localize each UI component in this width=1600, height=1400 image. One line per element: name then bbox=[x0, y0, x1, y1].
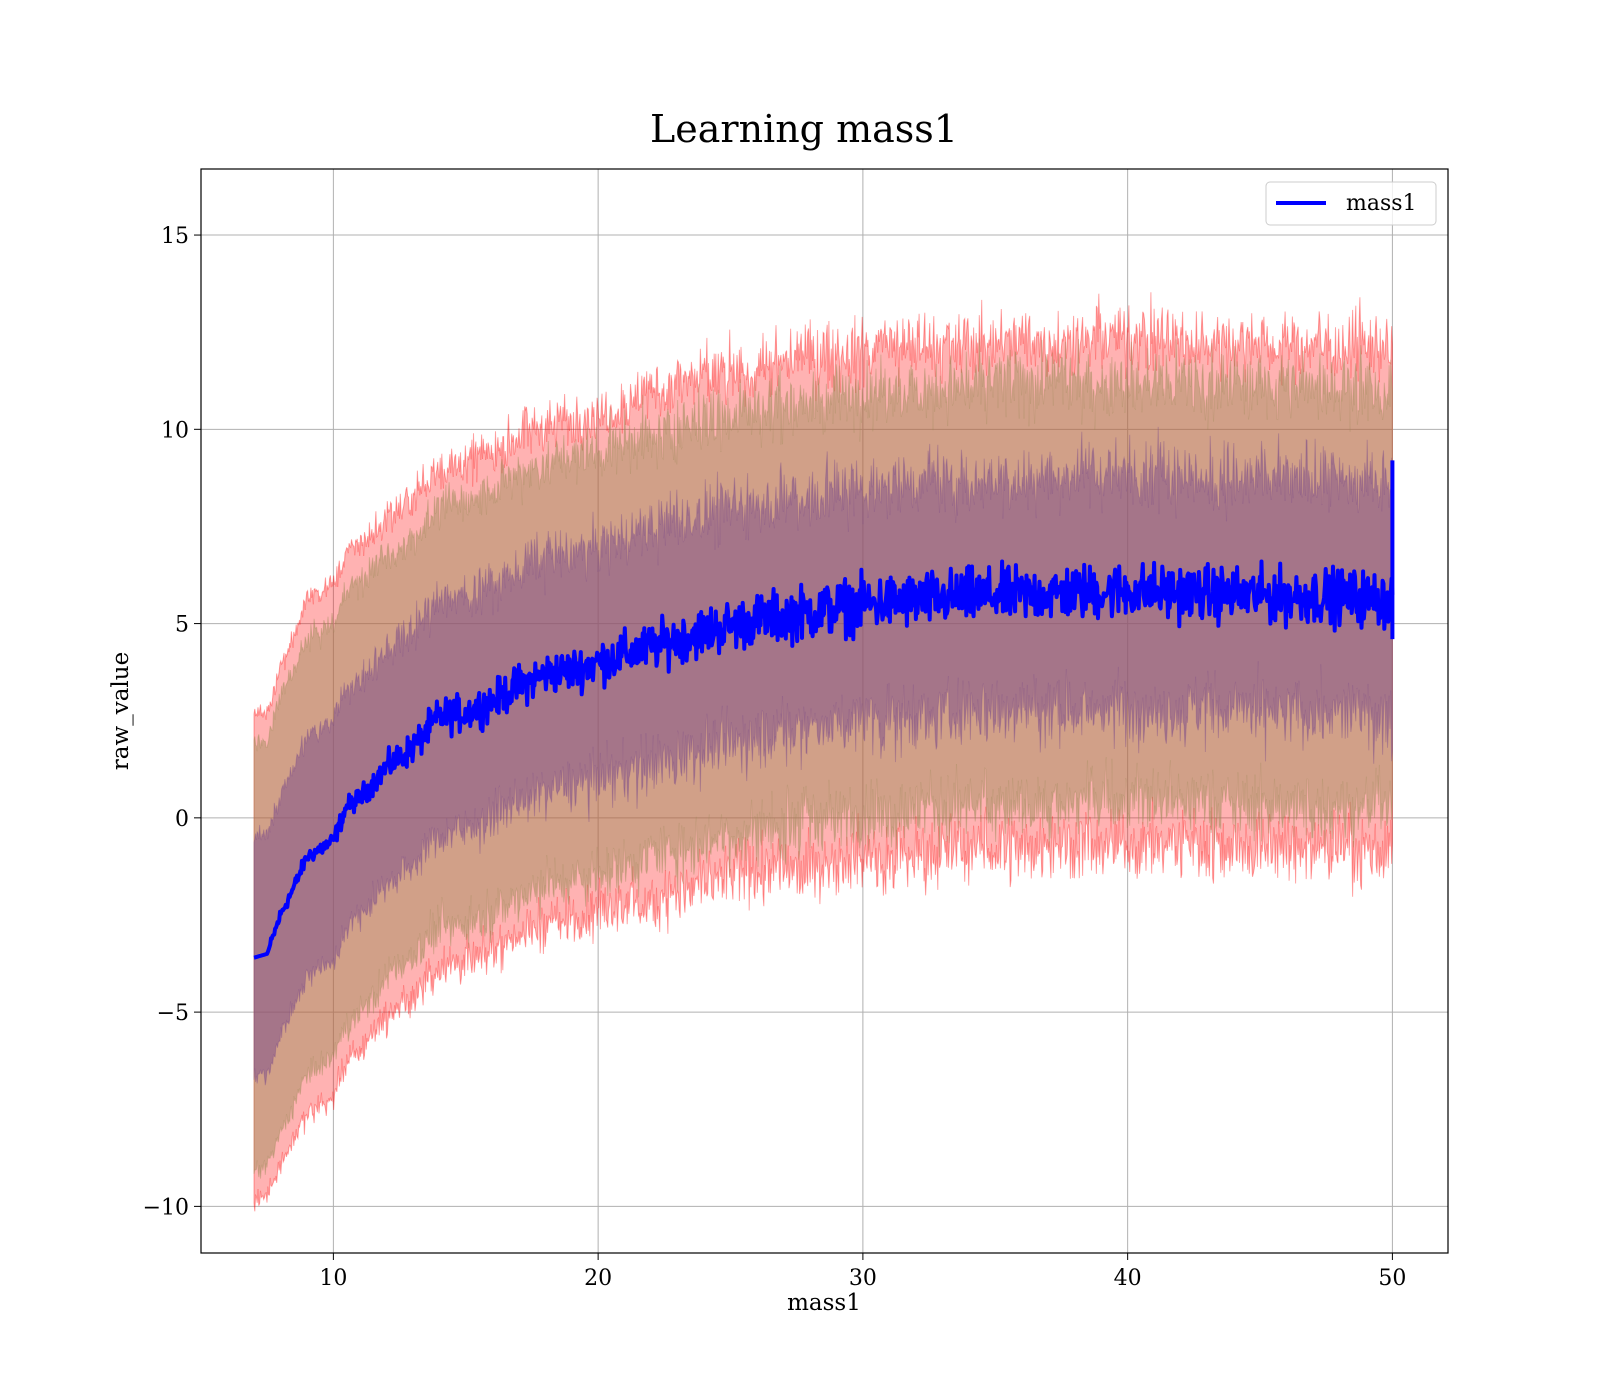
x-tick-label: 20 bbox=[584, 1266, 612, 1291]
series-line-mass1 bbox=[252, 559, 1395, 960]
y-tick-label: 10 bbox=[161, 418, 189, 443]
x-tick-label: 30 bbox=[849, 1266, 877, 1291]
plot-frame bbox=[200, 168, 1449, 1254]
y-tick-label: −5 bbox=[157, 1001, 189, 1026]
chart-title: Learning mass1 bbox=[650, 107, 958, 151]
x-tick-label: 50 bbox=[1378, 1266, 1406, 1291]
x-tick-label: 10 bbox=[319, 1266, 347, 1291]
y-tick-label: 0 bbox=[175, 807, 189, 832]
x-axis-label: mass1 bbox=[787, 1290, 861, 1316]
x-tick-label: 40 bbox=[1114, 1266, 1142, 1291]
legend-frame bbox=[1265, 181, 1437, 226]
y-tick-label: −10 bbox=[143, 1195, 189, 1220]
y-tick-label: 15 bbox=[161, 224, 189, 249]
series-layer bbox=[252, 460, 1395, 960]
legend-label-mass1: mass1 bbox=[1346, 191, 1417, 216]
y-axis-label: raw_value bbox=[108, 652, 134, 770]
x-axis-ticks: 10 20 30 40 50 bbox=[319, 1253, 1406, 1291]
y-tick-label: 5 bbox=[175, 613, 189, 638]
confidence-bands bbox=[253, 292, 1393, 1212]
legend: mass1 bbox=[1265, 181, 1437, 226]
y-axis-ticks: −10 −5 0 5 10 15 bbox=[143, 224, 201, 1220]
